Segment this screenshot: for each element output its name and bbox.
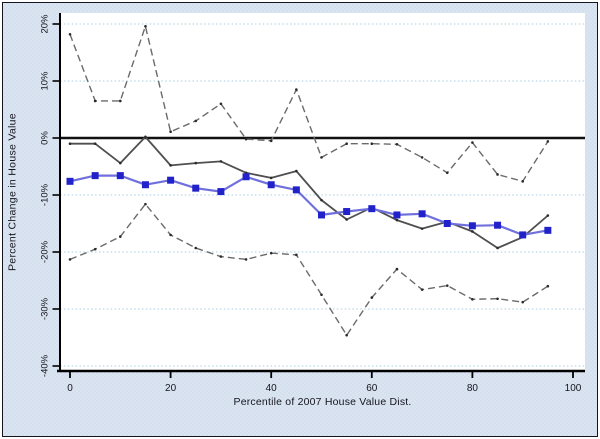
series-point_estimate-marker	[494, 221, 502, 229]
x-tick-label-0: 0	[67, 383, 73, 394]
series-secondary_estimate-point	[546, 214, 550, 217]
series-ci_upper-point	[144, 24, 147, 28]
x-axis-title: Percentile of 2007 House Value Dist.	[233, 396, 412, 408]
series-ci_upper-point	[169, 130, 172, 134]
series-secondary_estimate-point	[320, 198, 323, 202]
series-ci_lower-point	[295, 253, 298, 257]
series-ci_lower-point	[370, 296, 374, 299]
series-point_estimate-marker	[267, 181, 275, 189]
series-ci_upper-point	[93, 99, 97, 103]
series-ci_upper-point	[546, 140, 550, 143]
series-ci_lower-point	[194, 246, 198, 250]
series-secondary_estimate-point	[68, 142, 72, 145]
series-point_estimate-marker	[368, 205, 376, 213]
series-secondary_estimate-point	[395, 218, 399, 222]
series-secondary_estimate-point	[420, 227, 424, 230]
series-ci_upper-point	[320, 156, 323, 159]
series-ci_upper-point	[295, 88, 298, 91]
x-tick-label-40: 40	[266, 383, 278, 394]
x-tick-label-20: 20	[165, 383, 177, 394]
series-ci_lower-point	[93, 247, 97, 251]
series-ci_lower-point	[244, 258, 248, 261]
y-tick-label-0: 0%	[40, 131, 51, 145]
series-ci_upper-point	[395, 142, 399, 146]
series-ci_lower-point	[144, 202, 147, 206]
series-secondary_estimate-point	[295, 169, 298, 173]
series-ci_lower-point	[320, 293, 323, 297]
series-ci_upper-point	[521, 180, 524, 183]
series-secondary_estimate-point	[269, 176, 273, 180]
series-secondary_estimate-line	[70, 135, 549, 249]
plot-area	[60, 13, 585, 371]
x-tick-label-100: 100	[565, 383, 582, 394]
series-point_estimate-marker	[544, 226, 552, 234]
series-point_estimate-marker	[141, 181, 149, 189]
series-ci_lower-point	[119, 235, 122, 238]
series-ci_upper-point	[68, 32, 72, 36]
series-secondary_estimate-point	[194, 161, 198, 165]
series-point_estimate-marker	[292, 186, 300, 194]
y-tick-label--20: -20%	[40, 240, 51, 263]
series-ci_lower-point	[471, 298, 474, 301]
series-point_estimate-marker	[343, 208, 351, 216]
series-point_estimate-marker	[468, 222, 476, 230]
series-point_estimate-marker	[519, 231, 527, 239]
x-tick-label-60: 60	[366, 383, 378, 394]
y-tick-label-10: 10%	[40, 71, 51, 91]
series-point_estimate-marker	[192, 184, 200, 192]
series-ci_lower-point	[68, 258, 72, 261]
series-ci_lower-point	[546, 284, 550, 288]
y-axis-title: Percent Change in House Value	[6, 113, 19, 271]
series-ci_lower-point	[169, 233, 172, 237]
series-ci_lower-line	[69, 203, 549, 336]
series-ci_upper-point	[370, 142, 374, 145]
series-point_estimate-marker	[242, 173, 250, 181]
series-ci_upper-point	[496, 173, 499, 176]
series-ci_lower-point	[496, 297, 499, 301]
series-ci_upper-point	[194, 119, 198, 123]
series-ci_upper-point	[471, 141, 474, 144]
series-ci_lower-point	[269, 251, 273, 255]
series-secondary_estimate-point	[471, 230, 474, 233]
series-point_estimate-marker	[443, 220, 451, 227]
series-secondary_estimate-point	[169, 164, 172, 167]
y-tick-label--10: -10%	[40, 183, 51, 206]
series-secondary_estimate-point	[119, 161, 122, 165]
series-ci_lower-point	[345, 333, 348, 337]
series-point_estimate-marker	[116, 172, 124, 180]
series-point_estimate-line	[69, 174, 549, 236]
series-ci_upper-point	[269, 139, 273, 143]
series-ci_upper-point	[119, 99, 122, 103]
series-point_estimate-marker	[167, 176, 175, 184]
series-point_estimate-marker	[66, 177, 74, 185]
series-secondary_estimate-point	[496, 246, 499, 250]
series-ci_lower-point	[445, 284, 449, 287]
y-tick-label--40: -40%	[40, 354, 51, 377]
series-ci_lower-point	[420, 288, 424, 291]
x-tick-label-80: 80	[467, 383, 479, 394]
series-ci_upper-point	[420, 156, 424, 159]
series-ci_upper-point	[244, 137, 248, 141]
series-ci_lower-point	[395, 267, 399, 271]
series-ci_upper-line	[69, 25, 549, 183]
series-ci_lower-point	[219, 255, 223, 258]
series-ci_upper-point	[345, 142, 348, 145]
y-tick-label-20: 20%	[40, 14, 51, 34]
series-ci_upper-point	[219, 102, 223, 106]
y-tick-label--30: -30%	[40, 297, 51, 320]
series-point_estimate-marker	[91, 172, 99, 180]
series-point_estimate-marker	[217, 188, 225, 196]
series-secondary_estimate-point	[93, 142, 97, 145]
series-point_estimate-marker	[418, 210, 426, 218]
series-point_estimate-marker	[393, 211, 401, 219]
series-point_estimate-marker	[318, 211, 325, 219]
series-secondary_estimate-point	[345, 218, 348, 221]
series-ci_upper-point	[445, 171, 449, 175]
series-ci_lower-point	[521, 300, 524, 304]
series-secondary_estimate-point	[219, 160, 223, 163]
series-secondary_estimate-point	[144, 135, 147, 139]
